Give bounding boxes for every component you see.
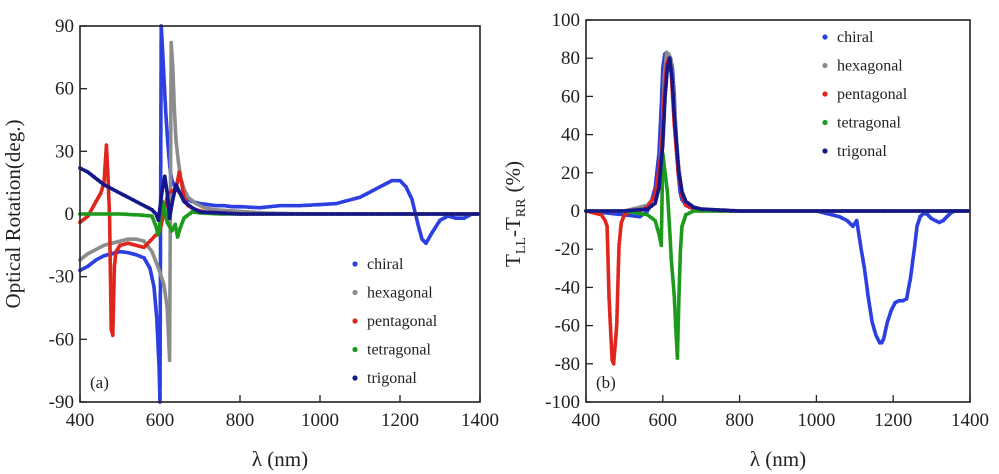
data-point-trigonal xyxy=(965,209,970,213)
panel-b-y-tick-label: 40 xyxy=(561,125,580,146)
panel-b-x-tick-label: 400 xyxy=(572,410,601,431)
panel-b-plot-frame xyxy=(585,19,971,403)
panel-a-y-tick-label: 60 xyxy=(55,79,74,100)
legend-marker-chiral xyxy=(352,261,358,267)
panel-b-y-tick-label: 20 xyxy=(561,163,580,184)
legend-label-hexagonal: hexagonal xyxy=(367,285,433,302)
panel-b-y-tick-label: 80 xyxy=(561,48,580,69)
panel-b-x-axis-label: λ (nm) xyxy=(750,447,806,471)
panel-a-x-tick-label: 400 xyxy=(66,410,95,431)
panel-a-y-tick-label: -60 xyxy=(49,329,74,350)
legend-marker-chiral xyxy=(822,34,828,40)
legend-label-trigonal: trigonal xyxy=(837,143,887,160)
panel-a-label: (a) xyxy=(90,373,109,392)
legend-label-tetragonal: tetragonal xyxy=(367,342,432,359)
legend-marker-tetragonal xyxy=(352,346,358,353)
panel-b-y-tick-label: -40 xyxy=(555,277,580,298)
panel-a-x-tick-label: 800 xyxy=(226,410,255,431)
panel-b-y-axis-label: TLL-TRR (%) xyxy=(501,161,529,267)
panel-b-points xyxy=(584,50,970,366)
panel-b-y-tick-label: -100 xyxy=(545,392,580,413)
panel-a-x-tick-label: 1200 xyxy=(381,410,419,431)
legend-marker-pentagonal xyxy=(352,318,358,324)
legend-label-hexagonal: hexagonal xyxy=(837,58,903,75)
legend-marker-trigonal xyxy=(822,148,828,154)
panel-b-y-label-mid: -T xyxy=(501,217,525,237)
panel-b-x-tick-label: 800 xyxy=(725,410,754,431)
panel-a-y-tick-label: 30 xyxy=(55,141,74,162)
legend-marker-hexagonal xyxy=(352,289,358,296)
panel-a-legend: chiral hexagonal pentagonal tetragonal trigo… xyxy=(352,256,438,387)
panel-a-y-tick-label: 0 xyxy=(65,204,75,225)
panel-b-x-tick-label: 1200 xyxy=(874,410,912,431)
panel-b-y-tick-label: 100 xyxy=(552,10,581,31)
panel-b-y-label-t1: T xyxy=(501,254,525,267)
panel-a-y-tick-label: -90 xyxy=(49,392,74,413)
panel-b-y-label-tail: (%) xyxy=(501,161,525,192)
panel-a-points xyxy=(78,24,480,404)
panel-b-y-tick-label: 0 xyxy=(571,201,581,222)
panel-b-x-tick-label: 1400 xyxy=(951,410,989,431)
panel-b-y-tick-label: -60 xyxy=(555,316,580,337)
panel-a-chart: 400 600 800 1000 1200 1400 -90 -60 -30 0 30 60 90 ch… xyxy=(1,16,499,471)
legend-label-tetragonal: tetragonal xyxy=(837,115,902,132)
legend-marker-tetragonal xyxy=(822,119,828,126)
panel-b-y-tick-label: 60 xyxy=(561,86,580,107)
legend-marker-pentagonal xyxy=(822,91,828,97)
panel-b-y-label-sub1: LL xyxy=(514,237,529,254)
legend-label-chiral: chiral xyxy=(367,256,404,273)
panel-b-x-tick-label: 1000 xyxy=(797,410,835,431)
panel-b-legend: chiral hexagonal pentagonal tetragonal trigo… xyxy=(822,29,908,160)
panel-b-y-label-sub2: RR xyxy=(514,198,529,217)
panel-a-x-tick-label: 600 xyxy=(146,410,175,431)
panel-a-x-tick-label: 1400 xyxy=(461,410,499,431)
panel-a-y-tick-label: 90 xyxy=(55,16,74,37)
panel-a-ticks: 400 600 800 1000 1200 1400 -90 -60 -30 0 30 60 90 xyxy=(49,16,499,431)
legend-marker-hexagonal xyxy=(822,62,828,69)
data-point-trigonal xyxy=(475,212,480,216)
legend-label-pentagonal: pentagonal xyxy=(837,86,908,103)
legend-marker-trigonal xyxy=(352,375,358,381)
legend-label-pentagonal: pentagonal xyxy=(367,313,438,330)
panel-b-y-tick-label: -20 xyxy=(555,239,580,260)
panel-a-x-axis-label: λ (nm) xyxy=(252,447,308,471)
legend-label-trigonal: trigonal xyxy=(367,370,417,387)
panel-a-x-tick-label: 1000 xyxy=(301,410,339,431)
panel-b-ticks: 400 600 800 1000 1200 1400 -100 -80 -60 -40 -20 0 20… xyxy=(545,10,989,431)
panel-b-x-tick-label: 600 xyxy=(649,410,678,431)
panel-b-label: (b) xyxy=(596,373,616,392)
panel-a-y-axis-label: Optical Rotation(deg.) xyxy=(1,120,25,309)
panel-b-y-tick-label: -80 xyxy=(555,354,580,375)
legend-label-chiral: chiral xyxy=(837,29,874,46)
panel-b-chart: 400 600 800 1000 1200 1400 -100 -80 -60 -40 -20 0 20… xyxy=(501,10,989,471)
panel-a-y-tick-label: -30 xyxy=(49,267,74,288)
panel-a-plot-frame xyxy=(79,25,481,403)
